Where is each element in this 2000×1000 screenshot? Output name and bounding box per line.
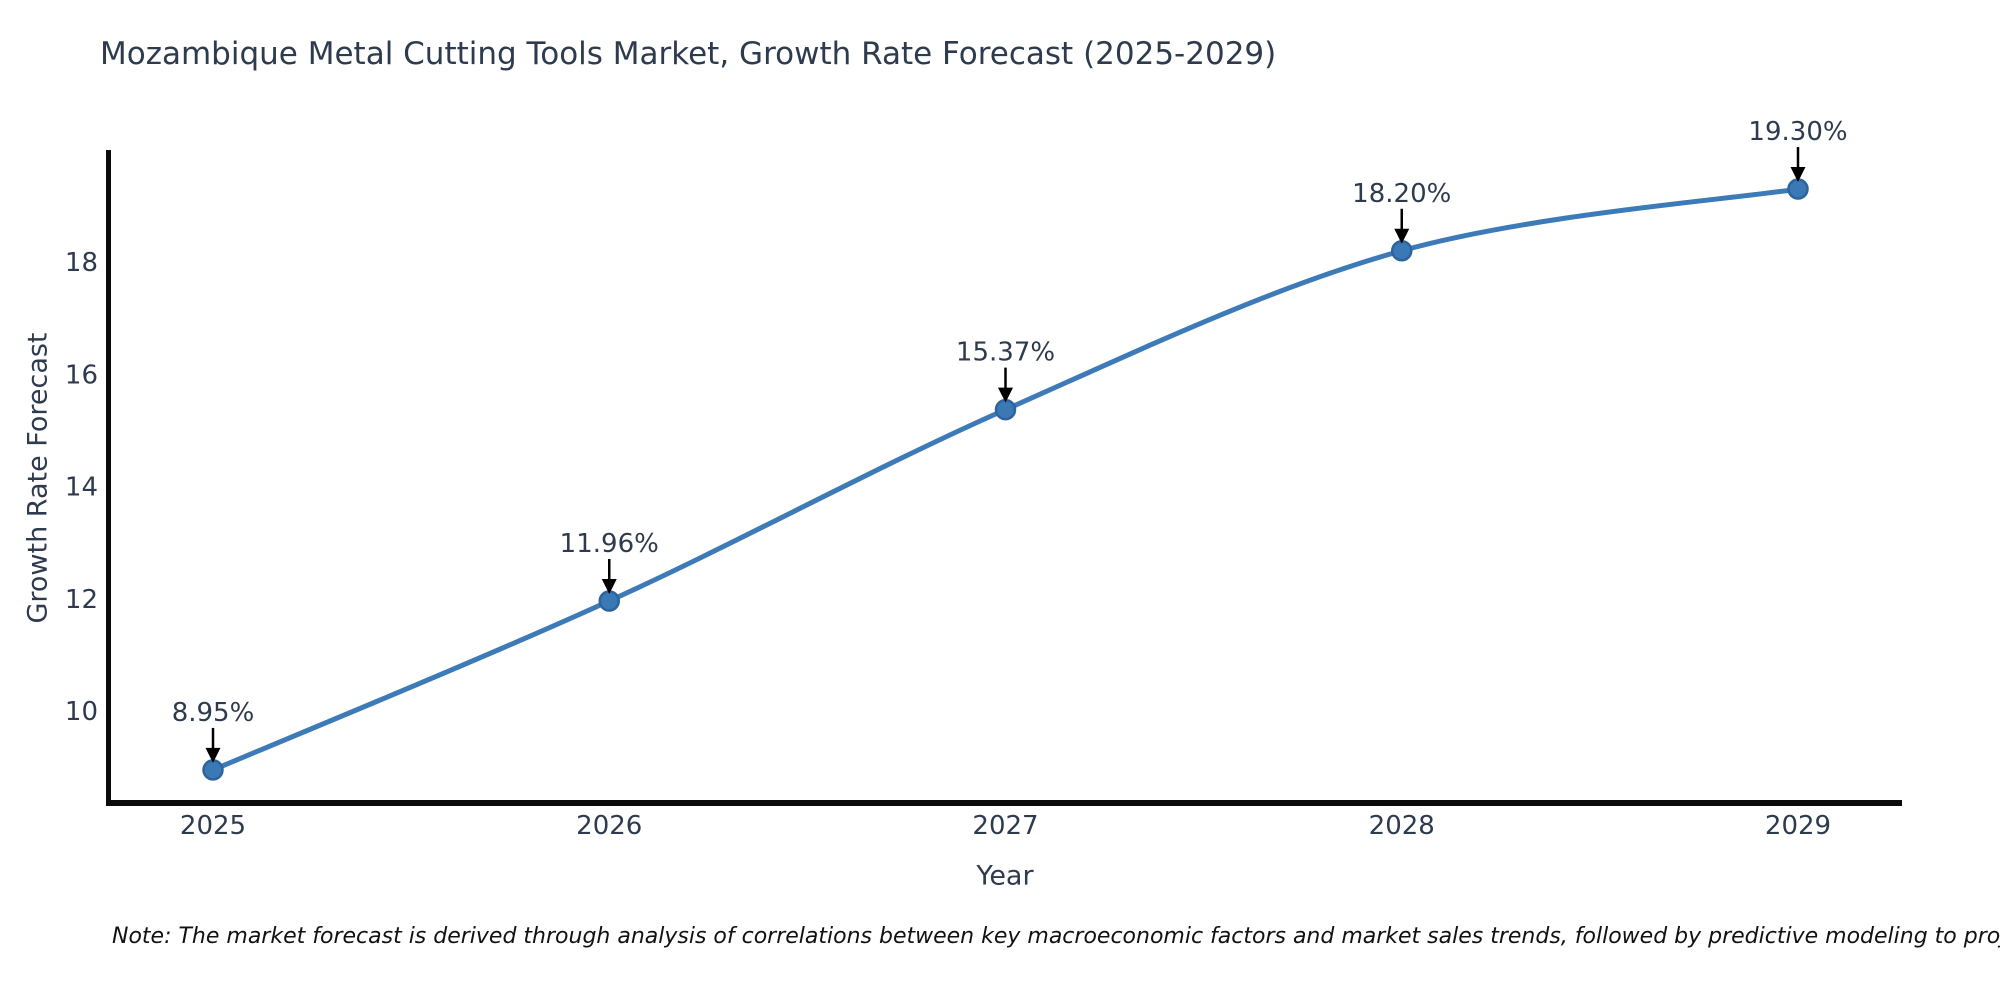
chart-title: Mozambique Metal Cutting Tools Market, G… xyxy=(100,36,1277,72)
y-tick-label: 16 xyxy=(65,360,98,390)
x-tick-label: 2027 xyxy=(972,811,1038,841)
x-axis-spine xyxy=(106,800,1902,806)
annotation-arrowhead xyxy=(1790,167,1806,183)
x-tick-label: 2028 xyxy=(1369,811,1435,841)
annotation-arrowhead xyxy=(998,387,1013,403)
y-tick-label: 18 xyxy=(65,248,98,278)
annotation-arrowhead xyxy=(601,578,617,594)
data-point xyxy=(1787,178,1809,200)
annotation-label: 19.30% xyxy=(1748,117,1847,147)
x-axis-label: Year xyxy=(976,860,1034,892)
y-tick-label: 10 xyxy=(65,697,98,727)
annotation-arrowhead xyxy=(1394,228,1410,244)
annotation-arrowhead xyxy=(205,747,221,763)
y-axis-spine xyxy=(106,150,111,806)
x-tick-label: 2025 xyxy=(180,811,246,841)
data-point xyxy=(1391,240,1413,262)
y-tick-label: 14 xyxy=(65,473,98,503)
annotation-label: 8.95% xyxy=(172,698,255,728)
annotation-label: 18.20% xyxy=(1352,179,1451,209)
data-point xyxy=(598,590,620,612)
y-tick-label: 12 xyxy=(65,585,98,615)
footnote: Note: The market forecast is derived thr… xyxy=(112,924,2000,949)
x-tick-label: 2029 xyxy=(1765,811,1831,841)
data-point xyxy=(994,398,1017,421)
data-point xyxy=(202,759,224,781)
annotation-label: 11.96% xyxy=(560,529,659,559)
x-tick-label: 2026 xyxy=(576,811,642,841)
forecast-line xyxy=(210,186,1801,773)
annotation-label: 15.37% xyxy=(956,338,1055,368)
